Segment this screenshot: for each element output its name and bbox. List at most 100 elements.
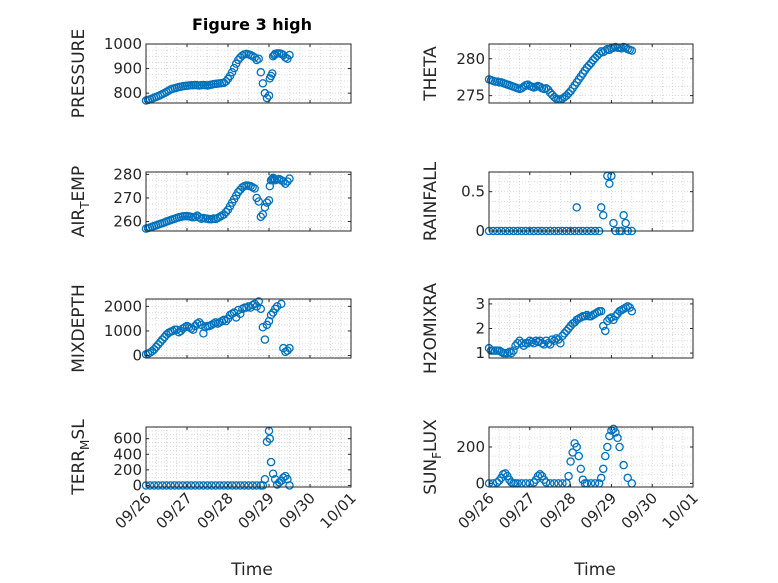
data-point: [174, 481, 184, 490]
y-tick-label: 200: [456, 438, 485, 456]
y-tick-label: 600: [113, 430, 142, 448]
x-tick-label: 09/30: [618, 489, 661, 532]
data-point: [617, 44, 626, 53]
y-tick-label: 0: [475, 222, 485, 240]
subplot-pressure: 800 900 1000 PRESSURE: [69, 29, 352, 118]
data-point: [584, 61, 594, 70]
x-tick-label: 10/01: [659, 489, 702, 532]
y-axis-label-part: EMP: [69, 166, 89, 202]
data-point: [154, 481, 163, 490]
data-point: [236, 481, 245, 490]
series-terr-msl: [141, 426, 294, 490]
data-point: [619, 460, 628, 470]
data-point: [229, 308, 239, 317]
y-tick-label: 260: [113, 213, 142, 231]
data-point: [621, 218, 630, 228]
y-axis-label-part: SUN: [421, 459, 441, 495]
data-point: [199, 481, 208, 490]
data-point: [211, 481, 220, 490]
data-point: [162, 481, 171, 490]
y-axis-label-h2omixra: H2OMIXRA: [421, 283, 441, 374]
data-point: [233, 187, 243, 197]
data-point: [203, 481, 212, 490]
data-point: [262, 93, 272, 103]
data-point: [281, 179, 290, 189]
data-point: [221, 207, 231, 217]
y-axis-label-mixdepth: MIXDEPTH: [69, 284, 89, 373]
data-point: [619, 211, 628, 220]
data-point: [170, 481, 179, 490]
data-point: [244, 481, 253, 490]
subplot-rainfall: 0 0.5 RAINFALL: [421, 161, 694, 241]
axis-box: [145, 171, 352, 232]
data-point: [535, 82, 545, 92]
data-point: [568, 448, 577, 457]
data-point: [564, 471, 573, 481]
x-axis-label-right: Time: [573, 560, 616, 580]
data-point: [509, 346, 518, 355]
data-point: [254, 197, 263, 206]
data-point: [248, 481, 257, 490]
data-point: [250, 299, 259, 309]
x-tick-label: 09/27: [153, 489, 196, 532]
y-tick-label: 2: [475, 320, 485, 338]
data-point: [285, 343, 294, 353]
y-axis-label-sun-flux: SUNFLUX: [421, 419, 444, 495]
data-point: [149, 345, 159, 354]
y-axis-label-theta: THETA: [421, 46, 441, 102]
y-axis-label-subscript: M: [78, 440, 92, 450]
data-point: [566, 457, 575, 466]
data-point: [236, 309, 245, 318]
data-point: [151, 342, 161, 352]
y-axis-label-part: SL: [69, 419, 89, 440]
data-point: [260, 203, 270, 212]
data-point: [231, 481, 241, 490]
y-tick-label: 0.5: [461, 183, 485, 201]
data-point: [596, 473, 606, 483]
y-tick-label: 800: [113, 84, 142, 102]
y-tick-label: 275: [456, 87, 485, 105]
data-point: [605, 431, 614, 441]
grid-sun-flux: [488, 427, 694, 487]
x-tick-label: 09/26: [455, 489, 498, 532]
y-axis-label-terr-msl: TERRMSL: [69, 419, 92, 496]
data-point: [195, 318, 204, 327]
data-point: [195, 481, 204, 490]
data-point: [215, 481, 225, 490]
y-axis-label-air-temp: AIRTEMP: [69, 166, 92, 237]
data-point: [154, 340, 163, 349]
data-point: [560, 329, 569, 338]
data-point: [611, 428, 620, 437]
data-point: [277, 299, 286, 309]
data-point: [507, 348, 516, 358]
subplot-mixdepth: 0 1000 2000 MIXDEPTH: [69, 284, 352, 373]
data-point: [262, 198, 272, 207]
data-point: [285, 481, 294, 490]
data-point: [270, 304, 280, 314]
data-point: [279, 473, 288, 482]
data-point: [172, 325, 181, 334]
data-point: [572, 442, 581, 452]
data-point: [598, 211, 608, 220]
data-point: [607, 313, 616, 322]
data-point: [266, 310, 276, 320]
axis-box: [145, 43, 352, 104]
y-tick-label: 1000: [104, 322, 142, 340]
data-point: [265, 181, 275, 191]
data-point: [240, 481, 249, 490]
grid-mixdepth: [145, 299, 352, 358]
data-point: [558, 331, 567, 341]
data-point: [229, 63, 239, 73]
data-point: [564, 324, 573, 333]
data-point: [603, 442, 612, 452]
data-point: [256, 68, 266, 77]
y-tick-label: 2000: [104, 297, 142, 315]
data-point: [596, 307, 606, 316]
data-point: [556, 338, 565, 348]
data-point: [541, 478, 551, 487]
data-point: [611, 311, 620, 321]
data-point: [576, 464, 586, 474]
series-sun-flux: [484, 424, 637, 488]
